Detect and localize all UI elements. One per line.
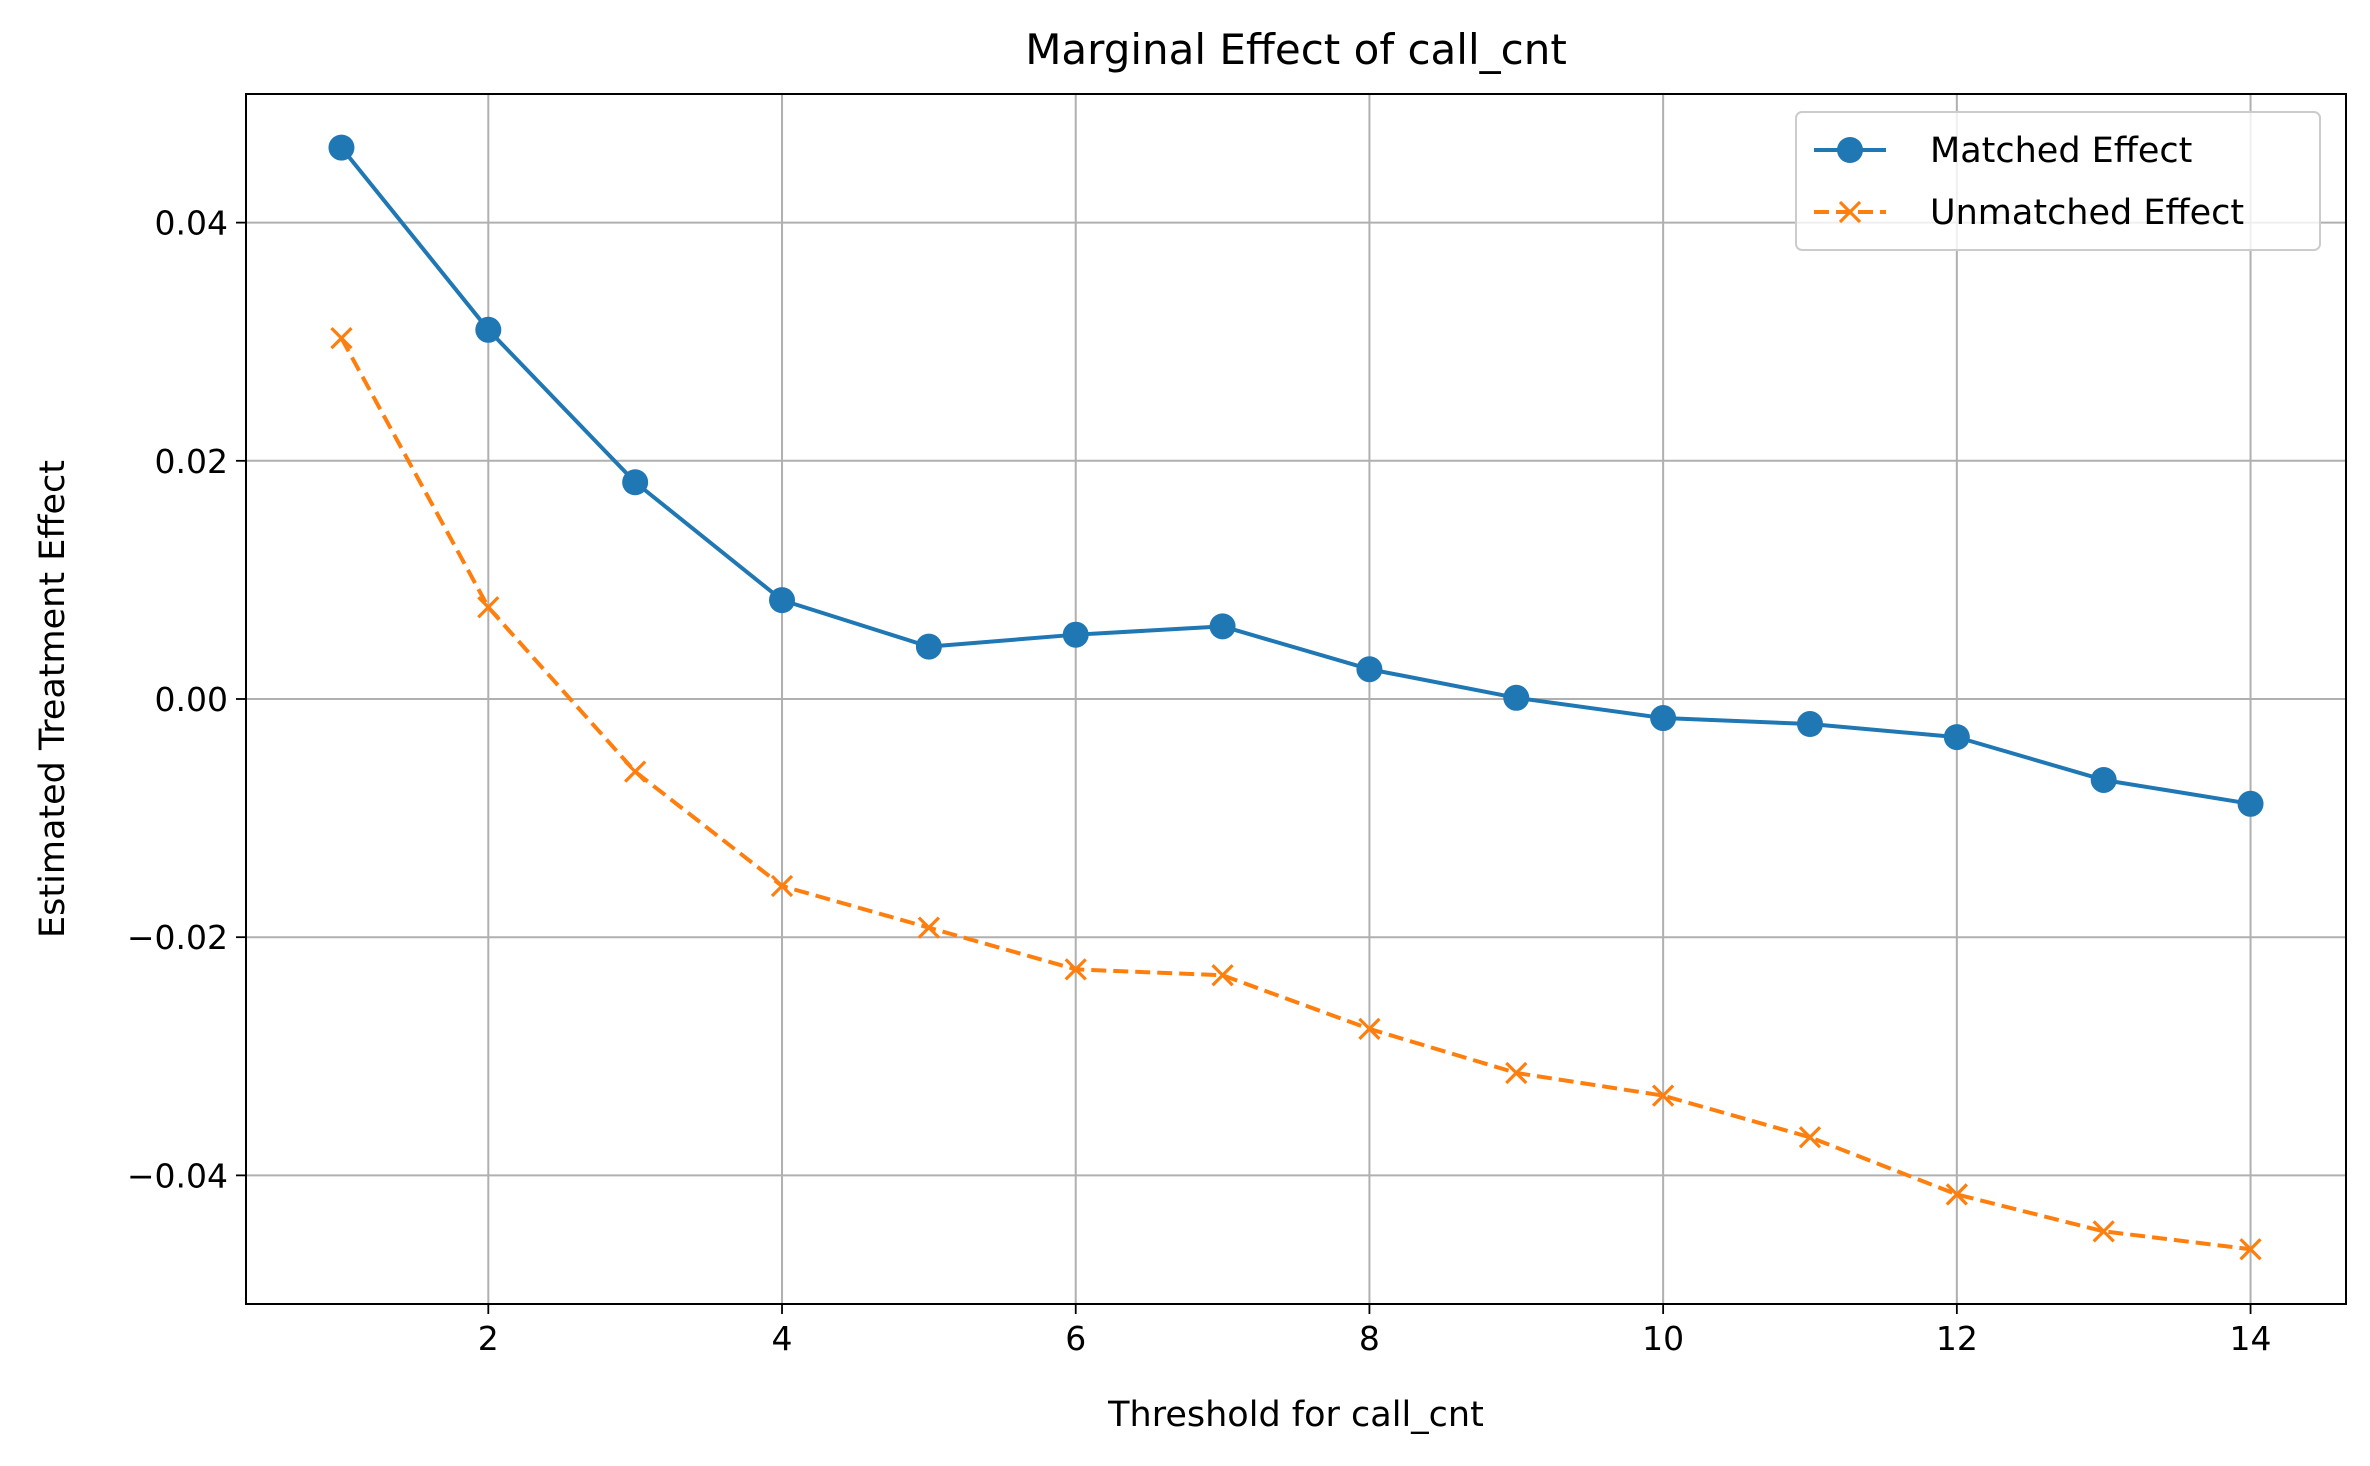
data-point-unmatched — [917, 916, 940, 939]
y-axis-label: Estimated Treatment Effect — [33, 460, 73, 938]
axis-ticks: 2 4 6 8 10 12 14 −0.04 −0.02 0.00 0.02 0.04 — [127, 204, 2272, 1358]
plot-series — [328, 134, 2264, 1261]
data-point-unmatched — [1652, 1084, 1675, 1107]
data-point-unmatched — [1945, 1183, 1968, 1206]
data-point-unmatched — [330, 327, 353, 350]
y-tick-label: −0.02 — [127, 918, 228, 957]
y-tick-label: 0.04 — [155, 204, 228, 243]
data-point-unmatched — [2092, 1220, 2115, 1243]
data-point-matched — [1943, 724, 1970, 751]
series-matched — [328, 134, 2264, 817]
series-line-matched — [339, 146, 2251, 806]
legend: Matched Effect Unmatched Effect — [1795, 111, 2321, 251]
data-point-matched — [769, 587, 796, 614]
x-tick-label: 10 — [1642, 1319, 1684, 1358]
legend-marker — [1838, 200, 1862, 224]
y-tick-label: −0.04 — [127, 1156, 228, 1195]
series-unmatched — [330, 327, 2262, 1261]
data-point-matched — [915, 633, 942, 660]
legend-item-unmatched: Unmatched Effect — [1814, 193, 2244, 233]
y-tick-label: 0.00 — [155, 680, 228, 719]
x-tick-label: 12 — [1936, 1319, 1978, 1358]
x-tick-label: 8 — [1359, 1319, 1380, 1358]
data-point-matched — [328, 134, 355, 161]
legend-marker — [1837, 137, 1863, 163]
grid — [246, 94, 2346, 1304]
data-point-unmatched — [1358, 1017, 1381, 1041]
data-point-matched — [2237, 790, 2264, 817]
legend-item-matched: Matched Effect — [1814, 131, 2192, 171]
data-point-unmatched — [477, 596, 500, 619]
x-tick-label: 6 — [1065, 1319, 1086, 1358]
data-point-unmatched — [1505, 1061, 1528, 1085]
data-point-matched — [1650, 705, 1677, 732]
data-point-matched — [1503, 684, 1530, 711]
x-tick-label: 2 — [478, 1319, 499, 1358]
data-point-unmatched — [1211, 964, 1234, 987]
data-point-matched — [1796, 711, 1823, 738]
chart-title: Marginal Effect of call_cnt — [1025, 25, 1567, 74]
data-point-unmatched — [624, 760, 647, 783]
x-axis-label: Threshold for call_cnt — [1107, 1395, 1484, 1435]
data-point-matched — [1356, 656, 1383, 683]
data-point-matched — [2090, 766, 2117, 793]
data-point-unmatched — [770, 874, 794, 898]
legend-label: Unmatched Effect — [1930, 193, 2244, 233]
data-point-unmatched — [1064, 958, 1087, 981]
legend-box — [1795, 111, 2321, 251]
series-line-unmatched — [339, 337, 2251, 1252]
data-point-unmatched — [2239, 1238, 2262, 1261]
data-point-unmatched — [1798, 1126, 1822, 1149]
x-tick-label: 4 — [772, 1319, 793, 1358]
data-point-matched — [622, 469, 649, 496]
data-point-matched — [1209, 613, 1236, 640]
data-point-matched — [1062, 621, 1089, 648]
legend-label: Matched Effect — [1930, 131, 2192, 171]
x-tick-label: 14 — [2230, 1319, 2272, 1358]
y-tick-label: 0.02 — [155, 442, 228, 481]
data-point-matched — [475, 316, 502, 343]
